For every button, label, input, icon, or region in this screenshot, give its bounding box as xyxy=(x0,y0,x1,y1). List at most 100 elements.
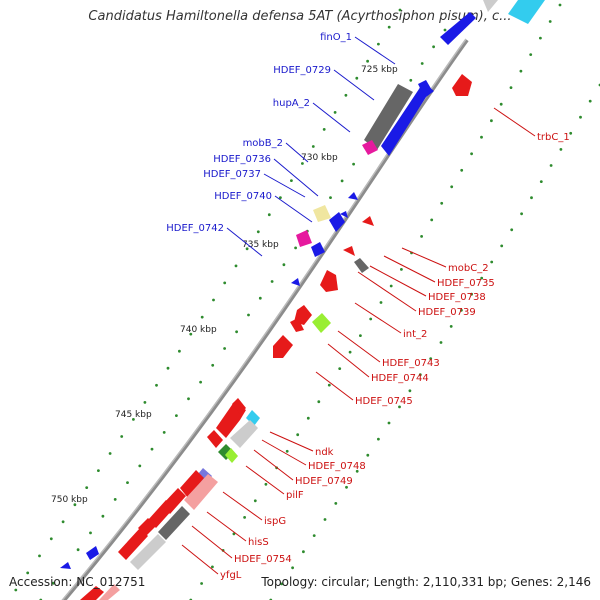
gene-label[interactable]: yfgL xyxy=(220,570,242,581)
tick-dot xyxy=(377,437,380,441)
gene-feature[interactable] xyxy=(440,12,476,45)
gene-feature[interactable] xyxy=(291,278,300,286)
gene-feature[interactable] xyxy=(158,506,190,540)
tick-dot xyxy=(51,581,55,585)
tick-dot xyxy=(178,349,181,353)
tick-dot xyxy=(327,383,331,387)
tick-dot xyxy=(253,499,257,503)
gene-feature[interactable] xyxy=(320,270,338,292)
gene-label[interactable]: ispG xyxy=(264,516,286,527)
tick-dot xyxy=(409,78,413,82)
tick-dot xyxy=(355,469,359,473)
tick-dot xyxy=(449,325,453,328)
tick-dot xyxy=(132,418,135,421)
tick-dot xyxy=(296,433,300,437)
tick-dot xyxy=(61,520,65,524)
tick-dot xyxy=(588,99,592,103)
tick-dot xyxy=(223,347,227,350)
leader-line xyxy=(226,227,263,257)
gene-label[interactable]: pilF xyxy=(286,490,304,501)
gene-feature[interactable] xyxy=(343,246,355,256)
gene-feature[interactable] xyxy=(290,318,304,332)
tick-dot xyxy=(338,367,342,370)
tick-dot xyxy=(387,421,391,425)
tick-dot xyxy=(301,162,304,165)
gene-label[interactable]: mobC_2 xyxy=(448,263,489,274)
gene-label[interactable]: HDEF_0739 xyxy=(418,307,476,318)
tick-dot xyxy=(539,180,543,184)
gene-feature[interactable] xyxy=(329,212,345,232)
gene-feature[interactable] xyxy=(452,74,472,96)
tick-dot xyxy=(199,380,203,384)
gene-feature[interactable] xyxy=(418,80,433,96)
tick-dot xyxy=(247,313,250,317)
tick-dot xyxy=(443,28,447,32)
gene-label[interactable]: int_2 xyxy=(403,329,427,340)
gene-label[interactable]: finO_1 xyxy=(320,32,352,43)
gene-feature[interactable] xyxy=(313,205,331,222)
gene-feature[interactable] xyxy=(60,562,71,569)
gene-label[interactable]: HDEF_0743 xyxy=(382,358,440,369)
gene-label[interactable]: HDEF_0749 xyxy=(295,476,353,487)
tick-dot xyxy=(418,373,422,377)
gene-label[interactable]: mobB_2 xyxy=(243,138,283,149)
gene-feature[interactable] xyxy=(80,586,104,600)
tick-dot xyxy=(256,230,260,234)
gene-label[interactable]: HDEF_0748 xyxy=(308,461,366,472)
tick-dot xyxy=(355,76,359,80)
tick-dot xyxy=(97,469,100,472)
gene-feature[interactable] xyxy=(483,0,498,12)
gene-feature[interactable] xyxy=(230,420,258,448)
tick-dot xyxy=(243,516,247,519)
gene-feature[interactable] xyxy=(362,140,378,155)
gene-label[interactable]: hisS xyxy=(248,537,269,548)
gene-feature[interactable] xyxy=(296,230,312,247)
gene-feature[interactable] xyxy=(184,474,218,510)
gene-feature[interactable] xyxy=(148,500,174,528)
gene-label[interactable]: HDEF_0738 xyxy=(428,292,486,303)
tick-dot xyxy=(187,397,190,401)
gene-feature[interactable] xyxy=(362,216,374,226)
gene-feature[interactable] xyxy=(99,584,120,600)
gene-feature[interactable] xyxy=(225,448,238,463)
gene-label[interactable]: HDEF_0735 xyxy=(437,278,495,289)
gene-label[interactable]: HDEF_0744 xyxy=(371,373,429,384)
gene-feature[interactable] xyxy=(348,192,358,200)
gene-label[interactable]: hupA_2 xyxy=(273,98,310,109)
gene-label[interactable]: trbC_1 xyxy=(537,132,570,143)
tick-dot xyxy=(232,532,236,536)
gene-label[interactable]: HDEF_0740 xyxy=(214,191,272,202)
tick-dot xyxy=(490,260,494,264)
tick-dot xyxy=(302,550,305,554)
gene-feature[interactable] xyxy=(118,528,148,560)
gene-label[interactable]: HDEF_0729 xyxy=(273,65,331,76)
gene-feature[interactable] xyxy=(312,313,331,333)
gene-label[interactable]: HDEF_0737 xyxy=(203,169,261,180)
gene-label[interactable]: HDEF_0745 xyxy=(355,396,413,407)
tick-dot xyxy=(49,537,53,541)
tick-dot xyxy=(539,36,542,40)
gene-feature[interactable] xyxy=(340,211,348,218)
gene-feature[interactable] xyxy=(311,242,325,257)
gene-feature[interactable] xyxy=(180,470,204,498)
tick-dot xyxy=(490,119,493,123)
gene-feature[interactable] xyxy=(273,335,293,358)
gene-feature[interactable] xyxy=(354,258,369,273)
gene-label[interactable]: ndk xyxy=(315,447,334,458)
leader-line xyxy=(357,271,417,312)
gene-feature[interactable] xyxy=(232,398,246,414)
gene-feature[interactable] xyxy=(86,546,99,560)
tick-dot xyxy=(500,244,504,248)
gene-label[interactable]: HDEF_0742 xyxy=(166,223,224,234)
gene-feature[interactable] xyxy=(207,430,223,448)
gene-feature[interactable] xyxy=(508,0,545,24)
gene-feature[interactable] xyxy=(246,410,260,426)
gene-feature[interactable] xyxy=(364,84,413,150)
gene-feature[interactable] xyxy=(381,82,434,156)
leader-line xyxy=(369,265,427,297)
gene-label[interactable]: HDEF_0736 xyxy=(213,154,271,165)
gene-feature[interactable] xyxy=(130,534,166,570)
tick-dot xyxy=(211,565,214,569)
gene-label[interactable]: HDEF_0754 xyxy=(234,554,292,565)
